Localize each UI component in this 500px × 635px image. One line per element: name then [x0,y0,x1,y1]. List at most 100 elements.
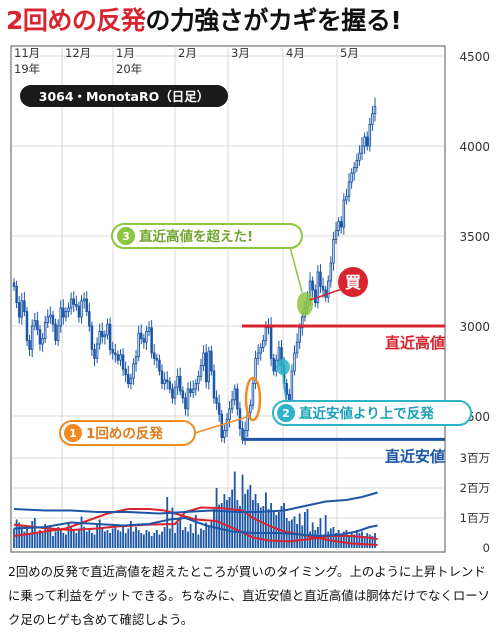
volume-bar [101,527,104,548]
volume-bar [301,525,304,548]
month-label: 3月 [231,46,250,60]
volume-bar [26,527,28,548]
price-tick-label: 3000 [459,320,490,334]
month-label: 5月 [340,46,359,60]
candle-body [158,359,161,372]
candle-body [347,181,351,197]
volume-bar [298,513,301,548]
volume-bar [148,531,150,548]
candle-body [311,280,314,291]
annotation-broke-recent-high: 3 直近高値を超えた! [111,223,313,316]
volume-bar [231,489,234,548]
volume-bar [262,506,265,548]
volume-bar [181,530,184,548]
candle-body [72,298,75,305]
annotation-1-label: 1回めの反発 [86,425,163,442]
recent-low-label: 直近安値 [385,447,445,465]
volume-bar [267,509,270,548]
volume-bar [111,528,114,548]
volume-bar [171,507,174,548]
candle-body [277,347,281,361]
candle-body [64,311,68,318]
candle-body [30,325,34,350]
candle-body [82,298,86,302]
candle-body [272,357,275,372]
candle-body [350,172,353,183]
volume-bar [293,516,296,548]
volume-bar [119,531,122,548]
volume-bar [259,507,262,548]
volume-tick-label: 1百万 [460,511,490,525]
month-label: 11月 [14,46,40,60]
volume-bar [283,503,286,548]
candle-body [373,105,377,115]
candle-body [101,330,104,338]
candle-body [171,388,174,399]
volume-bar [194,515,197,548]
volume-bar [70,525,73,548]
candle-body [181,390,185,399]
candle-body [223,429,226,439]
candle-body [236,388,239,410]
candle-body [150,327,153,354]
candle-body [95,343,99,359]
volume-bar [257,503,260,548]
candle-body [119,354,122,361]
volume-bar [239,506,241,548]
volume-axis: 3百万 2百万 1百万 0 [460,451,490,555]
volume-bar [44,524,47,548]
volume-bar [207,525,210,548]
volume-bar [124,533,127,548]
candle-body [54,323,57,341]
volume-bar [218,504,221,548]
volume-bar [187,531,189,548]
candle-body [316,271,320,304]
volume-tick-label: 2百万 [460,481,490,495]
buy-label: 買 [345,273,361,292]
year-label: 19年 [14,62,40,76]
candle-body [98,330,101,345]
candle-body [249,404,252,413]
volume-bar [41,533,44,548]
candle-body [152,352,156,359]
volume-bar [145,530,148,548]
volume-bar [163,527,166,548]
candle-body [155,357,159,361]
candle-body [189,388,192,394]
volume-bar [98,519,101,548]
volume-bar [103,531,106,548]
candle-body [69,298,73,309]
candle-body [147,327,151,332]
volume-bar [46,528,49,548]
volume-bar [109,533,112,548]
volume-bar [106,530,109,548]
candle-body [191,388,195,394]
annotation-2-label: 直近安値より上で反発 [299,405,434,422]
candle-body [225,419,229,431]
volume-bar [189,524,192,548]
volume-bar [28,534,31,548]
volume-bar [78,528,80,548]
volume-bar [210,521,213,548]
candle-body [204,352,208,383]
annotation-3-number: 3 [122,230,130,243]
candle-body [290,370,294,404]
volume-bar [215,488,218,548]
candle-body [106,323,109,336]
volume-bar [252,500,254,548]
volume-bar [174,533,176,548]
volume-bar [244,494,247,548]
volume-bar [75,533,78,548]
volume-bar [161,531,163,548]
volume-bar [272,510,275,548]
candle-body [137,332,140,358]
candle-body [256,352,260,359]
candle-body [230,399,234,410]
headline-rest: の力強さがカギを握る! [145,6,402,35]
volume-bar [127,528,130,548]
volume-bar [366,533,369,548]
candle-body [251,383,255,406]
volume-bar [368,534,371,548]
candle-body [46,316,50,323]
